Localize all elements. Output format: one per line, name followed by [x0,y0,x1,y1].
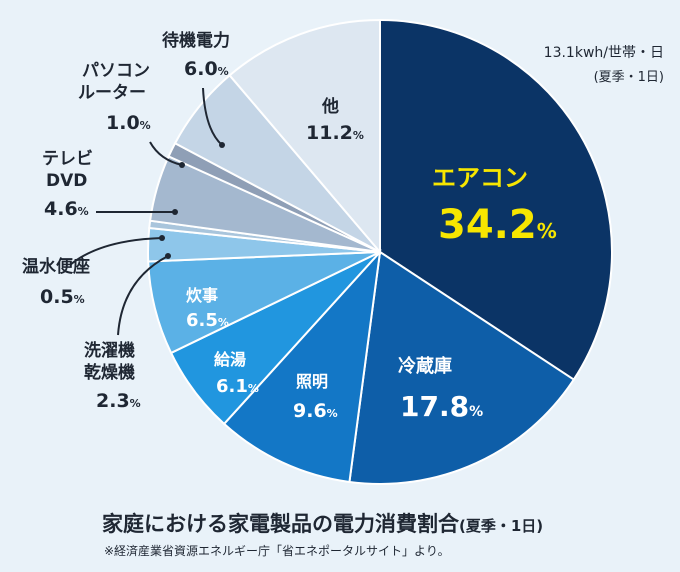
label-other-value: 11.2% [306,122,364,144]
period-label: (夏季・1日) [593,70,664,85]
label-sentaku-value: 2.3% [96,390,141,412]
sentaku-unit: % [129,397,141,410]
label-fridge-value: 17.8% [400,390,483,423]
leader-dot-benza [159,235,165,241]
benza-value: 0.5 [40,286,74,308]
light-unit: % [326,407,338,420]
suiji-unit: % [217,316,229,329]
chart-title: 家庭における家電製品の電力消費割合(夏季・1日) [102,508,543,538]
label-pc-name2: ルーター [78,83,146,103]
chart-title-text: 家庭における家電製品の電力消費割合 [102,512,459,536]
kyuto-value: 6.1 [216,376,248,397]
leader-standby [202,87,223,146]
pie-slice-1 [348,250,576,485]
standby-unit: % [217,65,229,78]
leader-sentaku [117,255,169,336]
aircon-value: 34.2 [438,202,537,248]
kyuto-unit: % [247,382,259,395]
label-aircon-value: 34.2% [438,202,557,248]
label-suiji-value: 6.5% [186,310,229,331]
suiji-value: 6.5 [186,310,218,331]
leader-pc [149,141,183,166]
leader-dot-standby [219,142,225,148]
label-standby-name: 待機電力 [162,31,230,51]
pie-slice-2 [222,248,382,484]
fridge-value: 17.8 [400,390,470,423]
label-standby-value: 6.0% [184,58,229,80]
pie-slices [147,18,613,485]
label-sentaku-name2: 乾燥機 [84,363,135,383]
benza-unit: % [73,293,85,306]
standby-value: 6.0 [184,58,218,80]
tv-unit: % [77,205,89,218]
pc-unit: % [139,119,151,132]
label-benza-value: 0.5% [40,286,85,308]
other-value: 11.2 [306,122,353,144]
label-light-value: 9.6% [293,400,338,422]
leader-dot-tv [172,209,178,215]
label-tv-name1: テレビ [42,149,93,169]
leader-dot-pc [179,162,185,168]
fridge-unit: % [469,404,484,420]
source-note: ※経済産業省資源エネルギー庁「省エネポータルサイト」より。 [104,544,450,558]
label-tv-value: 4.6% [44,198,89,220]
label-kyuto-value: 6.1% [216,376,259,397]
label-fridge-name: 冷蔵庫 [398,356,452,377]
label-pc-value: 1.0% [106,112,151,134]
leader-lines [69,87,225,336]
label-suiji-name: 炊事 [186,286,219,305]
chart-title-suffix: (夏季・1日) [459,517,544,535]
label-other-name: 他 [322,97,339,117]
aircon-unit: % [536,219,557,243]
pc-value: 1.0 [106,112,140,134]
label-benza-name: 温水便座 [22,257,90,277]
label-kyuto-name: 給湯 [214,350,247,369]
light-value: 9.6 [293,400,327,422]
label-light-name: 照明 [296,372,329,391]
label-pc-name1: パソコン [82,61,150,81]
label-sentaku-name1: 洗濯機 [84,341,135,361]
label-aircon-name: エアコン [432,164,528,192]
total-label: 13.1kwh/世帯・日 [543,45,664,61]
leader-dot-sentaku [165,253,171,259]
label-tv-name2: DVD [46,171,88,191]
other-unit: % [352,129,364,142]
pie-slice-10 [228,18,381,255]
leader-benza [69,237,163,266]
tv-value: 4.6 [44,198,78,220]
sentaku-value: 2.3 [96,390,130,412]
